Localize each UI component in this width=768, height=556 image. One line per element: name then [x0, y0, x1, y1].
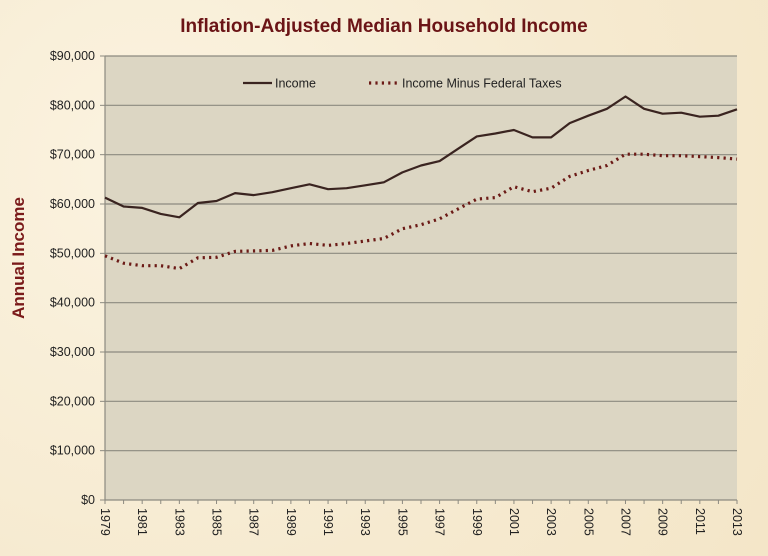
x-tick-label: 2001	[507, 508, 521, 536]
y-tick-label: $20,000	[50, 394, 95, 408]
x-tick-label: 2013	[730, 508, 744, 536]
x-tick-label: 1989	[284, 508, 298, 536]
x-tick-label: 1995	[395, 508, 409, 536]
y-tick-label: $70,000	[50, 148, 95, 162]
y-tick-label: $60,000	[50, 197, 95, 211]
x-tick-label: 1999	[470, 508, 484, 536]
legend-label-income: Income	[275, 77, 316, 91]
y-tick-label: $50,000	[50, 246, 95, 260]
x-tick-label: 2003	[544, 508, 558, 536]
y-tick-label: $80,000	[50, 98, 95, 112]
x-tick-label: 1997	[433, 508, 447, 536]
y-tick-label: $10,000	[50, 444, 95, 458]
x-tick-label: 1983	[172, 508, 186, 536]
y-axis: $0 $10,000 $20,000 $30,000 $40,000 $50,000 $60…	[50, 49, 106, 507]
x-axis: 1979 1981 1983 1985 1987 1989 1991 1993 1995 1997…	[98, 500, 744, 536]
y-tick-label: $30,000	[50, 345, 95, 359]
x-tick-label: 2009	[656, 508, 670, 536]
x-tick-label: 1985	[210, 508, 224, 536]
series-group	[104, 95, 738, 271]
chart-title: Inflation-Adjusted Median Household Inco…	[180, 16, 587, 37]
y-tick-label: $0	[81, 493, 95, 507]
x-tick-label: 1993	[358, 508, 372, 536]
legend: Income Income Minus Federal Taxes	[243, 77, 562, 91]
x-tick-label: 1981	[135, 508, 149, 536]
legend-label-income-minus-taxes: Income Minus Federal Taxes	[402, 77, 562, 91]
plot-area	[105, 56, 737, 500]
y-tick-label: $40,000	[50, 296, 95, 310]
x-tick-label: 2007	[618, 508, 632, 536]
x-tick-label: 1991	[321, 508, 335, 536]
x-tick-label: 2011	[693, 508, 707, 535]
x-tick-label: 1987	[247, 508, 261, 536]
series-line-income-minus-taxes	[104, 152, 738, 271]
x-tick-label: 2005	[581, 508, 595, 536]
gridlines	[105, 55, 737, 501]
y-tick-label: $90,000	[50, 49, 95, 63]
series-line-income	[104, 95, 738, 219]
y-axis-label: Annual Income	[9, 197, 28, 319]
x-tick-label: 1979	[98, 508, 112, 536]
